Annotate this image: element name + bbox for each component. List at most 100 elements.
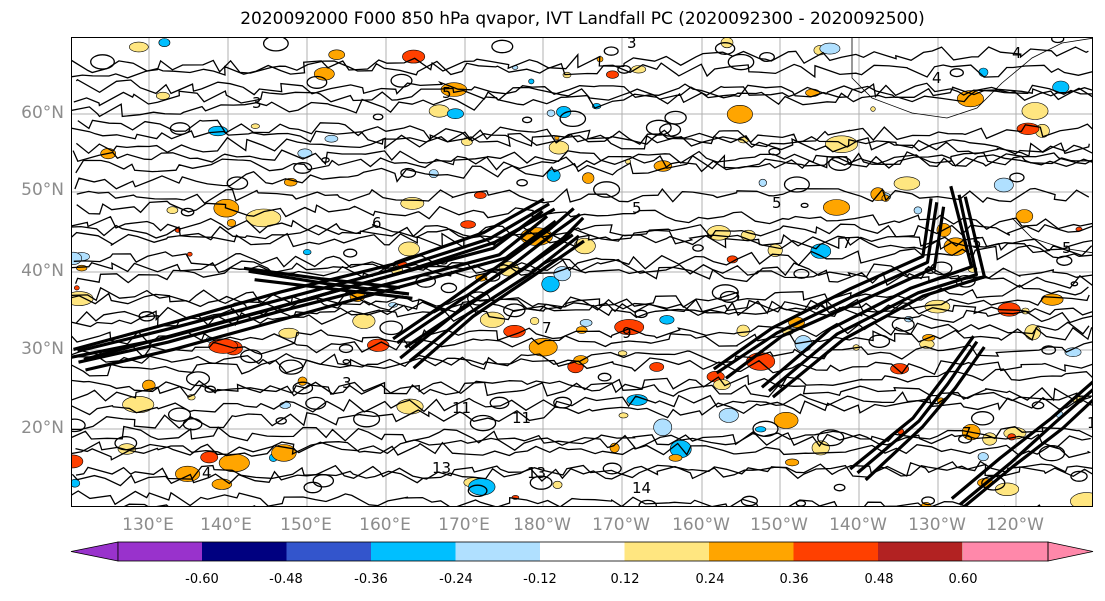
contour-label: 11: [512, 409, 531, 427]
closed-contour: [800, 202, 809, 209]
bold-ivt-contour: [712, 198, 933, 371]
pc-shaded-cell: [982, 432, 998, 446]
qvapor-contour: [72, 441, 1092, 459]
qvapor-contour: [72, 490, 1041, 506]
pc-shaded-cell: [668, 454, 683, 462]
closed-contour: [343, 248, 358, 258]
pc-shaded-cell: [503, 324, 526, 338]
pc-shaded-cell: [890, 363, 910, 375]
pc-shaded-cell: [893, 176, 921, 191]
qvapor-contour: [72, 86, 1092, 118]
bold-ivt-contour: [767, 194, 978, 393]
bold-ivt-contour: [396, 212, 581, 345]
contour-label: 13: [527, 464, 546, 482]
qvapor-contour: [72, 294, 1090, 328]
closed-contour: [516, 178, 528, 187]
qvapor-contour: [123, 503, 256, 506]
pc-shaded-cell: [718, 407, 739, 423]
pc-shaded-cell: [367, 338, 390, 352]
contour-label: 3: [627, 38, 637, 52]
qvapor-contour: [76, 187, 1090, 205]
pc-shaded-cell: [211, 478, 233, 490]
colorbar-outline: [117, 541, 1049, 562]
pc-shaded-cell: [428, 104, 450, 118]
pc-shaded-cell: [649, 362, 665, 372]
closed-contour: [275, 417, 287, 425]
bold-ivt-contour: [715, 202, 939, 375]
bold-ivt-contour: [254, 278, 413, 300]
bold-ivt-contour: [962, 398, 1092, 506]
closed-contour: [353, 410, 381, 428]
qvapor-contour: [72, 396, 1092, 431]
closed-contour: [390, 73, 413, 88]
cb-tick-label: 0.36: [779, 572, 809, 587]
pc-shaded-cell: [758, 178, 767, 187]
closed-contour: [185, 371, 211, 387]
bold-ivt-contour: [412, 239, 585, 370]
closed-contour: [1070, 470, 1088, 482]
closed-contour: [321, 157, 330, 163]
closed-contour: [278, 359, 304, 375]
qvapor-contour: [72, 223, 1092, 240]
contour-label: 13: [432, 459, 451, 477]
cb-tick-label: -0.24: [439, 572, 473, 587]
colorbar: [70, 541, 1094, 562]
cb-tick-label: -0.36: [354, 572, 388, 587]
lat-label-20n: 20°N: [21, 418, 64, 438]
closed-contour: [868, 334, 891, 349]
pc-shaded-cell: [72, 454, 84, 469]
bold-ivt-contour: [77, 202, 551, 353]
pc-shaded-cell: [352, 313, 376, 329]
contour-label: 9: [622, 324, 632, 342]
bold-ivt-contour: [392, 207, 575, 341]
pc-shaded-cell: [576, 326, 588, 334]
pc-shaded-cell: [754, 426, 767, 433]
pc-shaded-cell: [579, 319, 593, 327]
closed-contour: [1070, 281, 1079, 287]
qvapor-contour: [72, 260, 1092, 289]
qvapor-contour: [72, 46, 1089, 79]
qvapor-contour: [72, 341, 1092, 377]
bold-ivt-contour: [248, 269, 410, 296]
pc-shaded-cell: [530, 317, 540, 325]
colorbar-segment: [455, 542, 540, 561]
contour-label: 11: [452, 399, 471, 417]
pc-shaded-cell: [187, 251, 193, 257]
closed-contour: [740, 495, 758, 506]
closed-contour: [783, 176, 810, 193]
pc-shaded-cell: [582, 172, 595, 184]
colorbar-segment: [540, 542, 625, 561]
closed-contour: [833, 483, 846, 492]
closed-contour: [638, 499, 657, 506]
pc-shaded-cell: [279, 401, 291, 409]
cb-tick-label: 0.12: [610, 572, 640, 587]
qvapor-contour: [72, 352, 1092, 376]
pc-shaded-cell: [553, 266, 572, 282]
closed-contour: [521, 116, 533, 124]
pc-shaded-cell: [993, 177, 1014, 193]
pc-shaded-cell: [1064, 347, 1082, 358]
qvapor-contour: [72, 425, 1091, 449]
closed-contour: [1009, 172, 1025, 183]
qvapor-contour: [72, 368, 1092, 402]
cb-tick-label: -0.48: [269, 572, 303, 587]
pc-shaded-cell: [528, 78, 535, 85]
bold-ivt-contour: [958, 388, 1092, 506]
pc-shaded-cell: [617, 350, 628, 357]
pc-shaded-cell: [1021, 102, 1049, 120]
contour-labels: 3 3 5 5 6 5 7 5 5 4 4 9 3 11 11 13 13 14 4 11 7 7: [202, 38, 1092, 497]
closed-contour: [1056, 255, 1073, 266]
closed-contour: [719, 290, 740, 303]
map-panel: 3 3 5 5 6 5 7 5 5 4 4 9 3 11 11 13 13 14 4 11 7 7: [71, 37, 1093, 507]
colorbar-segment: [118, 542, 202, 561]
closed-contour: [338, 344, 354, 354]
closed-contour: [182, 418, 203, 431]
pc-shaded-cell: [226, 219, 237, 227]
closed-contour: [90, 54, 115, 70]
lat-label-50n: 50°N: [21, 180, 64, 200]
colorbar-segment: [963, 542, 1048, 561]
qvapor-contours: [72, 38, 1092, 506]
colorbar-segment: [202, 542, 287, 561]
pc-shaded-cell: [479, 311, 506, 328]
contour-label: 5: [632, 199, 642, 217]
